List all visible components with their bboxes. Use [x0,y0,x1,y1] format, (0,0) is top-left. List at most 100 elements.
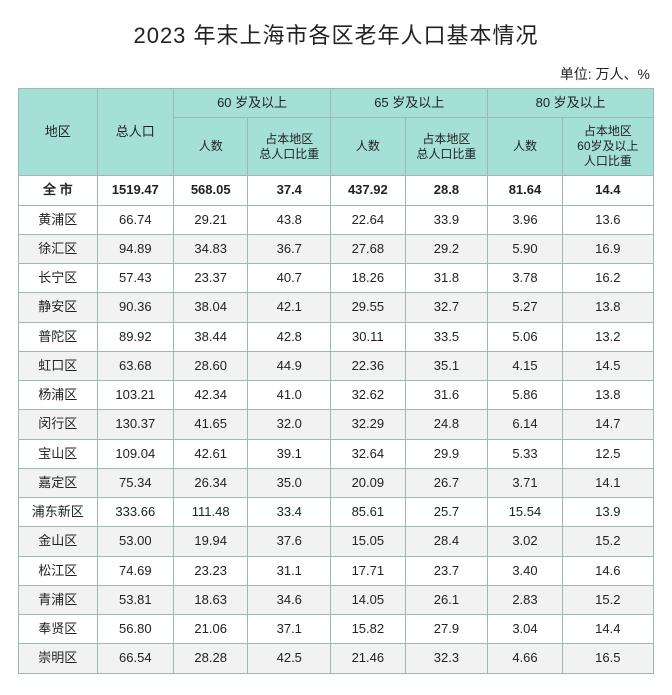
cell-80-pct: 12.5 [562,439,653,468]
cell-65-pct: 25.7 [405,498,488,527]
page-title: 2023 年末上海市各区老年人口基本情况 [18,18,654,50]
cell-80-pct: 14.1 [562,468,653,497]
cell-60-count: 38.04 [174,293,248,322]
cell-80-pct: 14.4 [562,615,653,644]
table-row: 浦东新区333.66111.4833.485.6125.715.5413.9 [19,498,654,527]
table-row: 闵行区130.3741.6532.032.2924.86.1414.7 [19,410,654,439]
cell-region: 静安区 [19,293,98,322]
cell-65-count: 22.64 [331,205,405,234]
cell-80-count: 15.54 [488,498,562,527]
cell-80-pct: 13.9 [562,498,653,527]
cell-65-pct: 33.9 [405,205,488,234]
cell-65-pct: 29.9 [405,439,488,468]
cell-80-pct: 14.7 [562,410,653,439]
th-65-pct: 占本地区总人口比重 [405,118,488,176]
cell-60-count: 26.34 [174,468,248,497]
th-group-65: 65 岁及以上 [331,89,488,118]
cell-60-pct: 32.0 [248,410,331,439]
unit-label: 单位: 万人、% [18,64,654,84]
cell-region: 长宁区 [19,264,98,293]
cell-60-pct: 33.4 [248,498,331,527]
cell-65-count: 15.82 [331,615,405,644]
cell-total-pop: 109.04 [97,439,173,468]
cell-80-count: 3.78 [488,264,562,293]
cell-total-pop: 57.43 [97,264,173,293]
cell-region: 嘉定区 [19,468,98,497]
th-65-count: 人数 [331,118,405,176]
cell-60-count: 21.06 [174,615,248,644]
table-row: 黄浦区66.7429.2143.822.6433.93.9613.6 [19,205,654,234]
cell-60-count: 29.21 [174,205,248,234]
cell-60-count: 23.23 [174,556,248,585]
cell-65-pct: 26.1 [405,585,488,614]
cell-60-count: 34.83 [174,234,248,263]
cell-65-count: 29.55 [331,293,405,322]
th-80-count: 人数 [488,118,562,176]
cell-80-pct: 16.5 [562,644,653,673]
cell-65-count: 27.68 [331,234,405,263]
cell-65-count: 22.36 [331,351,405,380]
th-region: 地区 [19,89,98,176]
cell-65-pct: 32.7 [405,293,488,322]
cell-80-pct: 13.8 [562,381,653,410]
cell-65-count: 32.29 [331,410,405,439]
cell-region: 奉贤区 [19,615,98,644]
cell-60-count: 42.61 [174,439,248,468]
cell-60-count: 41.65 [174,410,248,439]
cell-60-pct: 41.0 [248,381,331,410]
elderly-population-table: 地区 总人口 60 岁及以上 65 岁及以上 80 岁及以上 人数 占本地区总人… [18,88,654,674]
table-row: 静安区90.3638.0442.129.5532.75.2713.8 [19,293,654,322]
cell-region: 黄浦区 [19,205,98,234]
th-80-pct: 占本地区60岁及以上人口比重 [562,118,653,176]
cell-65-pct: 28.8 [405,176,488,205]
cell-65-count: 18.26 [331,264,405,293]
cell-80-pct: 15.2 [562,585,653,614]
th-group-80: 80 岁及以上 [488,89,654,118]
cell-total-pop: 90.36 [97,293,173,322]
cell-65-count: 32.62 [331,381,405,410]
cell-80-count: 5.90 [488,234,562,263]
th-60-count: 人数 [174,118,248,176]
cell-total-pop: 75.34 [97,468,173,497]
cell-region: 金山区 [19,527,98,556]
cell-80-pct: 16.2 [562,264,653,293]
cell-80-count: 3.96 [488,205,562,234]
cell-60-pct: 42.5 [248,644,331,673]
cell-60-pct: 42.1 [248,293,331,322]
cell-80-count: 2.83 [488,585,562,614]
cell-60-count: 111.48 [174,498,248,527]
table-row: 崇明区66.5428.2842.521.4632.34.6616.5 [19,644,654,673]
cell-80-pct: 13.8 [562,293,653,322]
cell-total-pop: 53.81 [97,585,173,614]
table-row: 青浦区53.8118.6334.614.0526.12.8315.2 [19,585,654,614]
cell-60-count: 38.44 [174,322,248,351]
cell-65-pct: 35.1 [405,351,488,380]
cell-80-count: 5.33 [488,439,562,468]
table-row: 松江区74.6923.2331.117.7123.73.4014.6 [19,556,654,585]
cell-60-pct: 37.6 [248,527,331,556]
cell-total-pop: 89.92 [97,322,173,351]
cell-80-pct: 14.5 [562,351,653,380]
cell-80-pct: 13.6 [562,205,653,234]
cell-60-count: 23.37 [174,264,248,293]
cell-60-count: 19.94 [174,527,248,556]
cell-65-pct: 31.6 [405,381,488,410]
table-row: 徐汇区94.8934.8336.727.6829.25.9016.9 [19,234,654,263]
cell-80-count: 5.06 [488,322,562,351]
cell-60-count: 568.05 [174,176,248,205]
cell-total-pop: 53.00 [97,527,173,556]
cell-80-pct: 15.2 [562,527,653,556]
cell-total-pop: 74.69 [97,556,173,585]
cell-65-pct: 26.7 [405,468,488,497]
cell-80-count: 3.40 [488,556,562,585]
cell-region: 青浦区 [19,585,98,614]
cell-65-count: 17.71 [331,556,405,585]
cell-65-pct: 32.3 [405,644,488,673]
cell-total-pop: 130.37 [97,410,173,439]
cell-region: 徐汇区 [19,234,98,263]
cell-60-pct: 36.7 [248,234,331,263]
cell-60-count: 18.63 [174,585,248,614]
cell-65-pct: 31.8 [405,264,488,293]
cell-65-count: 30.11 [331,322,405,351]
cell-65-pct: 33.5 [405,322,488,351]
